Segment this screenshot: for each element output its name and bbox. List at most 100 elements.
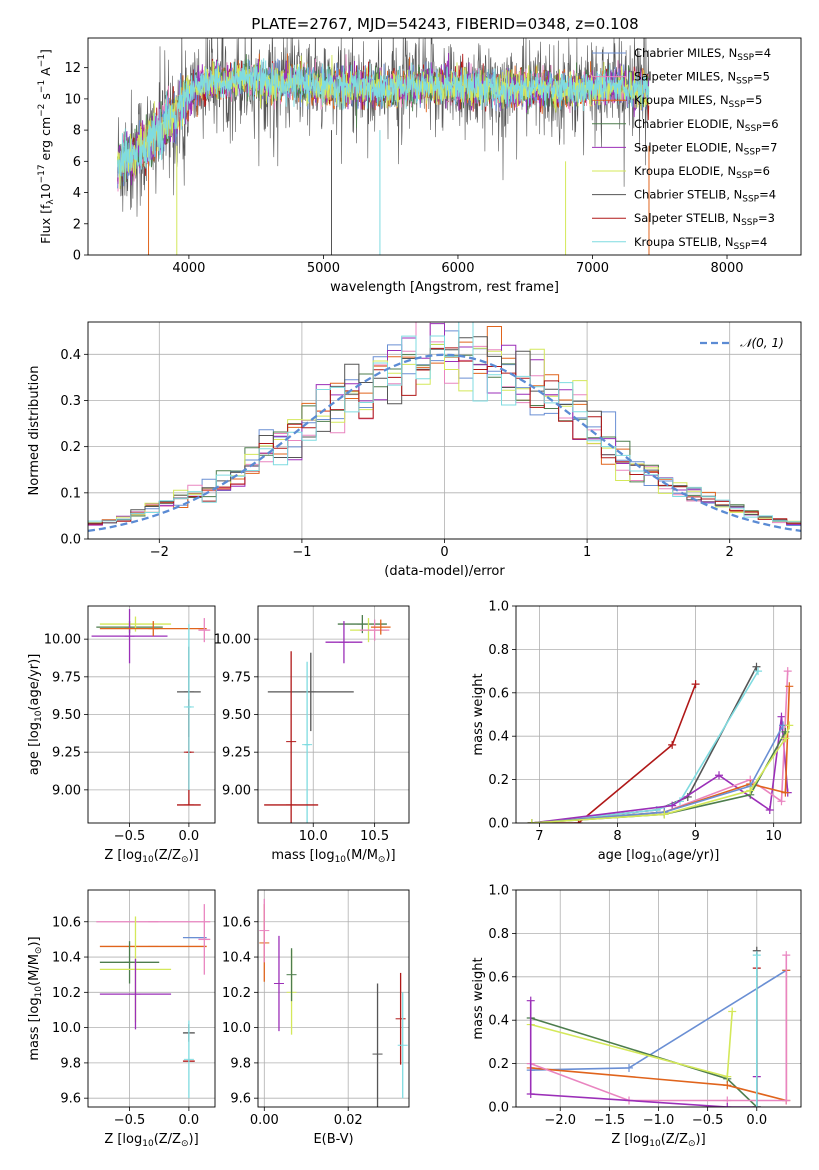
figure-title: PLATE=2767, MJD=54243, FIBERID=0348, z=0… — [251, 15, 638, 33]
plus-marker — [782, 1096, 791, 1105]
label-part: Kroupa MILES, N — [634, 93, 729, 107]
x-tick-label: 0.02 — [334, 1113, 363, 1128]
y-tick-label: 9.8 — [60, 1056, 81, 1071]
data-point — [370, 619, 391, 635]
x-tick-label: 8000 — [710, 261, 743, 276]
plus-marker — [785, 721, 794, 730]
y-tick-label: 0.3 — [60, 394, 81, 409]
label-part: E(B-V) — [313, 1132, 353, 1147]
legend-entry: Chabrier STELIB, NSSP=4 — [634, 188, 776, 205]
data-point — [183, 1020, 194, 1099]
plus-marker — [660, 810, 669, 819]
x-tick-label: 9 — [691, 829, 699, 844]
plus-marker — [752, 662, 761, 671]
plus-marker — [777, 797, 786, 806]
label-part: 10 — [335, 855, 347, 865]
plot-area — [88, 322, 801, 533]
x-axis-label: Z [log10(Z/Z⊙)] — [104, 1132, 198, 1149]
x-axis-label: Z [log10(Z/Z⊙)] — [611, 1132, 705, 1149]
plot-area — [117, 38, 650, 255]
y-tick-label: 9.00 — [222, 783, 251, 798]
label-part: SSP — [736, 171, 753, 181]
x-axis-label: E(B-V) — [313, 1132, 353, 1147]
axes-frame — [257, 889, 410, 1108]
data-point — [259, 898, 270, 963]
panel-mass_vs_EBV: 0.00 0.02 9.6 9.8 10.0 10.2 10.4 10.6 E(B-V) — [222, 889, 410, 1147]
plus-marker — [527, 819, 536, 823]
x-tick-label: −0.5 — [114, 1113, 146, 1128]
weight-line — [531, 671, 789, 823]
label-part: =5 — [753, 70, 770, 84]
x-tick-label: 4000 — [172, 261, 205, 276]
label-part: Kroupa ELODIE, N — [634, 164, 736, 178]
label-part: Chabrier STELIB, N — [634, 188, 742, 202]
label-part: Salpeter MILES, N — [634, 70, 736, 84]
y-tick-label: 9.6 — [230, 1092, 251, 1107]
y-tick-label: 10.2 — [222, 986, 251, 1001]
y-tick-label: 1.0 — [488, 600, 509, 615]
x-tick-label: 0.0 — [746, 1113, 767, 1128]
label-part: 10 — [142, 1139, 154, 1149]
data-point — [359, 619, 390, 641]
label-part: Z [log — [611, 1132, 649, 1147]
plus-marker — [526, 996, 535, 1005]
label-part: =7 — [761, 140, 778, 154]
label-part: SSP — [729, 100, 746, 110]
y-tick-label: 0.2 — [488, 1057, 509, 1072]
label-part: wavelength [Angstrom, rest frame] — [330, 280, 559, 295]
label-part: =5 — [745, 93, 762, 107]
plot-area — [259, 898, 408, 1107]
label-part: age [log — [598, 848, 651, 863]
y-tick-label: 9.6 — [60, 1092, 81, 1107]
label-part: Kroupa STELIB, N — [634, 235, 734, 249]
weight-line — [531, 666, 758, 823]
x-tick-label: 10 — [765, 829, 782, 844]
legend-entry: Chabrier MILES, NSSP=4 — [634, 46, 771, 63]
label-part: ⊙ — [378, 855, 386, 865]
plus-marker — [723, 1072, 732, 1081]
legend-entry: Salpeter MILES, NSSP=5 — [634, 70, 770, 87]
label-part: SSP — [744, 147, 761, 157]
label-part: (Z/Z — [154, 1132, 181, 1147]
label-part: −17 — [37, 164, 47, 183]
plot-area — [527, 662, 794, 823]
x-tick-label: 6000 — [441, 261, 474, 276]
y-tick-label: 9.25 — [52, 746, 81, 761]
label-part: ⊙ — [34, 947, 44, 955]
y-tick-label: 9.75 — [222, 670, 251, 685]
y-tick-label: 0.4 — [488, 730, 509, 745]
y-tick-label: 10.4 — [222, 951, 251, 966]
y-axis-label: age [log10(age/yr)] — [27, 654, 44, 776]
x-tick-label: 0.00 — [250, 1113, 279, 1128]
y-tick-label: 10 — [64, 92, 81, 107]
plus-marker — [746, 786, 755, 795]
weight-line — [530, 1017, 758, 1107]
plus-marker — [625, 1063, 634, 1072]
label-part: SSP — [737, 53, 754, 63]
x-tick-label: 10.5 — [360, 829, 389, 844]
y-tick-label: 9.75 — [52, 670, 81, 685]
label-part: 10 — [651, 855, 663, 865]
x-tick-label: 10.0 — [299, 829, 328, 844]
x-tick-label: 2 — [726, 545, 734, 560]
y-tick-label: 10.0 — [52, 1021, 81, 1036]
plus-marker — [782, 951, 791, 960]
label-part: =4 — [754, 46, 771, 60]
plus-marker — [691, 680, 700, 689]
normal-curve — [88, 353, 801, 533]
label-part: Normed distribution — [27, 366, 42, 496]
label-part: Chabrier ELODIE, N — [634, 117, 745, 131]
x-axis-label: (data-model)/error — [384, 564, 505, 579]
x-tick-label: 1 — [583, 545, 591, 560]
label-part: ⊙ — [688, 1139, 696, 1149]
y-tick-label: 10.00 — [214, 633, 251, 648]
data-point — [183, 624, 194, 790]
spectrum-line — [117, 58, 650, 182]
x-tick-label: −1.5 — [594, 1113, 626, 1128]
plot-area — [96, 904, 211, 1099]
x-tick-label: 0.0 — [179, 829, 200, 844]
y-tick-label: 8 — [73, 124, 81, 139]
label-part: )] — [189, 848, 199, 863]
y-tick-label: 0.8 — [488, 927, 509, 942]
